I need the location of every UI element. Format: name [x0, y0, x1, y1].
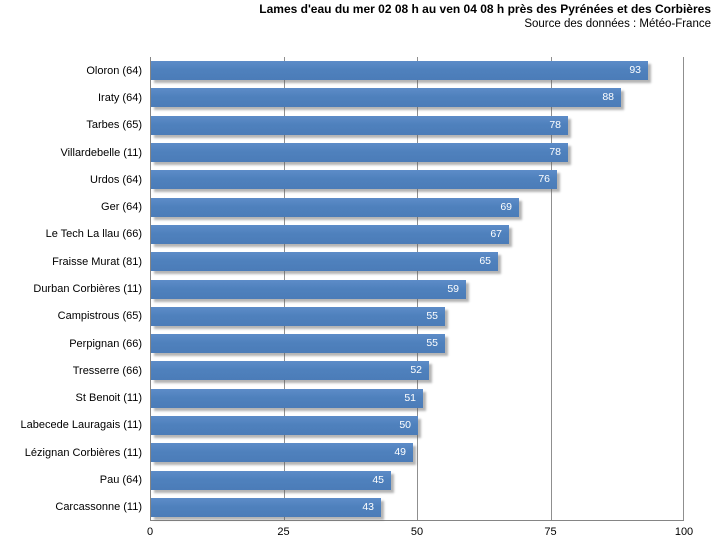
category-label: Tarbes (65) — [86, 119, 142, 132]
bar-value-label: 43 — [362, 500, 374, 513]
category-label: Villardebelle (11) — [60, 146, 142, 159]
bar-value-label: 55 — [426, 309, 438, 322]
bar-value-label: 65 — [479, 255, 491, 268]
category-label: St Benoit (11) — [75, 392, 142, 405]
bar-13: 51 — [151, 388, 423, 408]
gridline-100 — [683, 57, 684, 520]
bar-value-label: 78 — [549, 146, 561, 158]
category-label: Ger (64) — [101, 201, 142, 214]
category-label: Campistrous (65) — [57, 310, 142, 323]
x-tick-label-50: 50 — [410, 526, 424, 538]
category-label: Urdos (64) — [90, 173, 142, 186]
category-label: Carcassonne (11) — [55, 501, 142, 514]
bar-value-label: 88 — [602, 91, 614, 104]
chart-subtitle: Source des données : Météo-France — [524, 18, 711, 30]
category-label: Oloron (64) — [86, 64, 142, 77]
bar-value-label: 50 — [399, 419, 411, 431]
x-tick-label-25: 25 — [277, 526, 290, 538]
category-label: Perpignan (66) — [69, 337, 142, 350]
bar-8: 65 — [151, 252, 498, 272]
category-label: Labecede Lauragais (11) — [20, 419, 143, 432]
plot-area: 93 88 78 78 76 69 67 65 59 55 55 52 51 50 49 45 43 — [150, 57, 684, 521]
bar-value-label: 49 — [394, 446, 406, 459]
bar-value-label: 67 — [490, 227, 502, 240]
bar-10: 55 — [151, 306, 445, 326]
x-tick-label-0: 0 — [146, 526, 154, 538]
bar-value-label: 51 — [404, 391, 416, 404]
bar-7: 67 — [151, 224, 509, 244]
bar-6: 69 — [151, 197, 519, 217]
y-axis-line — [150, 57, 151, 521]
bar-value-label: 52 — [410, 364, 422, 377]
bar-value-label: 69 — [500, 200, 512, 213]
x-axis-line — [150, 520, 684, 521]
category-label: Iraty (64) — [97, 91, 142, 104]
bar-value-label: 93 — [629, 64, 641, 77]
gridline-75 — [551, 57, 552, 520]
bar-11: 55 — [151, 334, 445, 354]
bar-15: 49 — [151, 443, 413, 463]
bar-16: 45 — [151, 470, 391, 490]
bar-value-label: 59 — [447, 282, 459, 295]
bar-1: 93 — [151, 61, 648, 81]
bar-4: 78 — [151, 143, 568, 162]
category-label: Pau (64) — [99, 474, 142, 487]
category-label: Tresserre (66) — [72, 364, 142, 377]
bar-2: 88 — [151, 88, 621, 108]
x-tick-label-75: 75 — [544, 526, 557, 538]
bar-12: 52 — [151, 361, 429, 381]
category-label: Le Tech La llau (66) — [45, 228, 142, 241]
bar-value-label: 55 — [426, 337, 438, 350]
x-tick-label-100: 100 — [674, 526, 694, 538]
bar-value-label: 76 — [538, 173, 550, 186]
bar-value-label: 45 — [372, 473, 384, 486]
bar-value-label: 78 — [549, 118, 561, 131]
bar-5: 76 — [151, 170, 557, 190]
bar-9: 59 — [151, 279, 466, 299]
category-label: Durban Corbières (11) — [33, 283, 142, 296]
bar-14: 50 — [151, 416, 418, 435]
chart-title: Lames d'eau du mer 02 08 h au ven 04 08 … — [259, 2, 711, 16]
bar-17: 43 — [151, 497, 381, 517]
category-label: Fraisse Murat (81) — [52, 255, 142, 268]
bar-3: 78 — [151, 115, 568, 135]
category-label: Lézignan Corbières (11) — [24, 446, 142, 459]
